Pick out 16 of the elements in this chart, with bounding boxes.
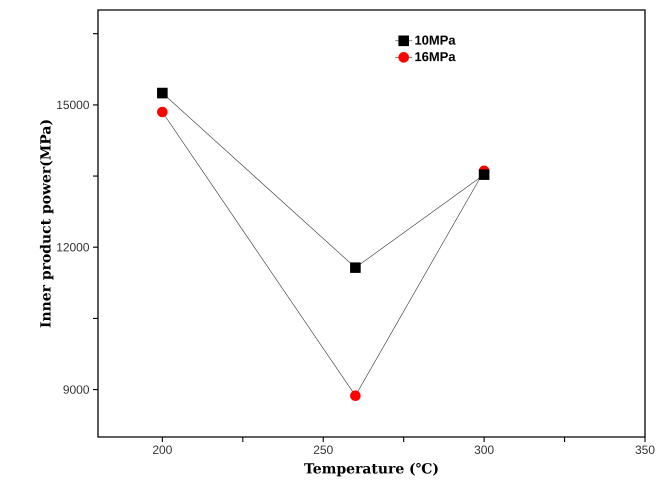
legend-label: 16MPa bbox=[415, 52, 456, 62]
x-axis-title: Temperature (℃) bbox=[304, 462, 438, 476]
point bbox=[350, 262, 361, 273]
y-tick-label: 9000 bbox=[63, 385, 90, 394]
x-tick-label: 200 bbox=[152, 446, 172, 454]
x-tick-label: 300 bbox=[474, 446, 494, 454]
point bbox=[350, 390, 361, 402]
y-tick-label: 15000 bbox=[57, 100, 90, 110]
point bbox=[478, 169, 490, 180]
y-axis-title: Inner product power(MPa) bbox=[40, 120, 54, 328]
legend-label: 10MPa bbox=[415, 36, 456, 45]
point bbox=[157, 88, 168, 98]
y-tick-label: 12000 bbox=[57, 242, 90, 252]
x-tick-label: 250 bbox=[314, 446, 333, 454]
point bbox=[157, 106, 168, 118]
x-tick-label: 350 bbox=[635, 446, 655, 454]
